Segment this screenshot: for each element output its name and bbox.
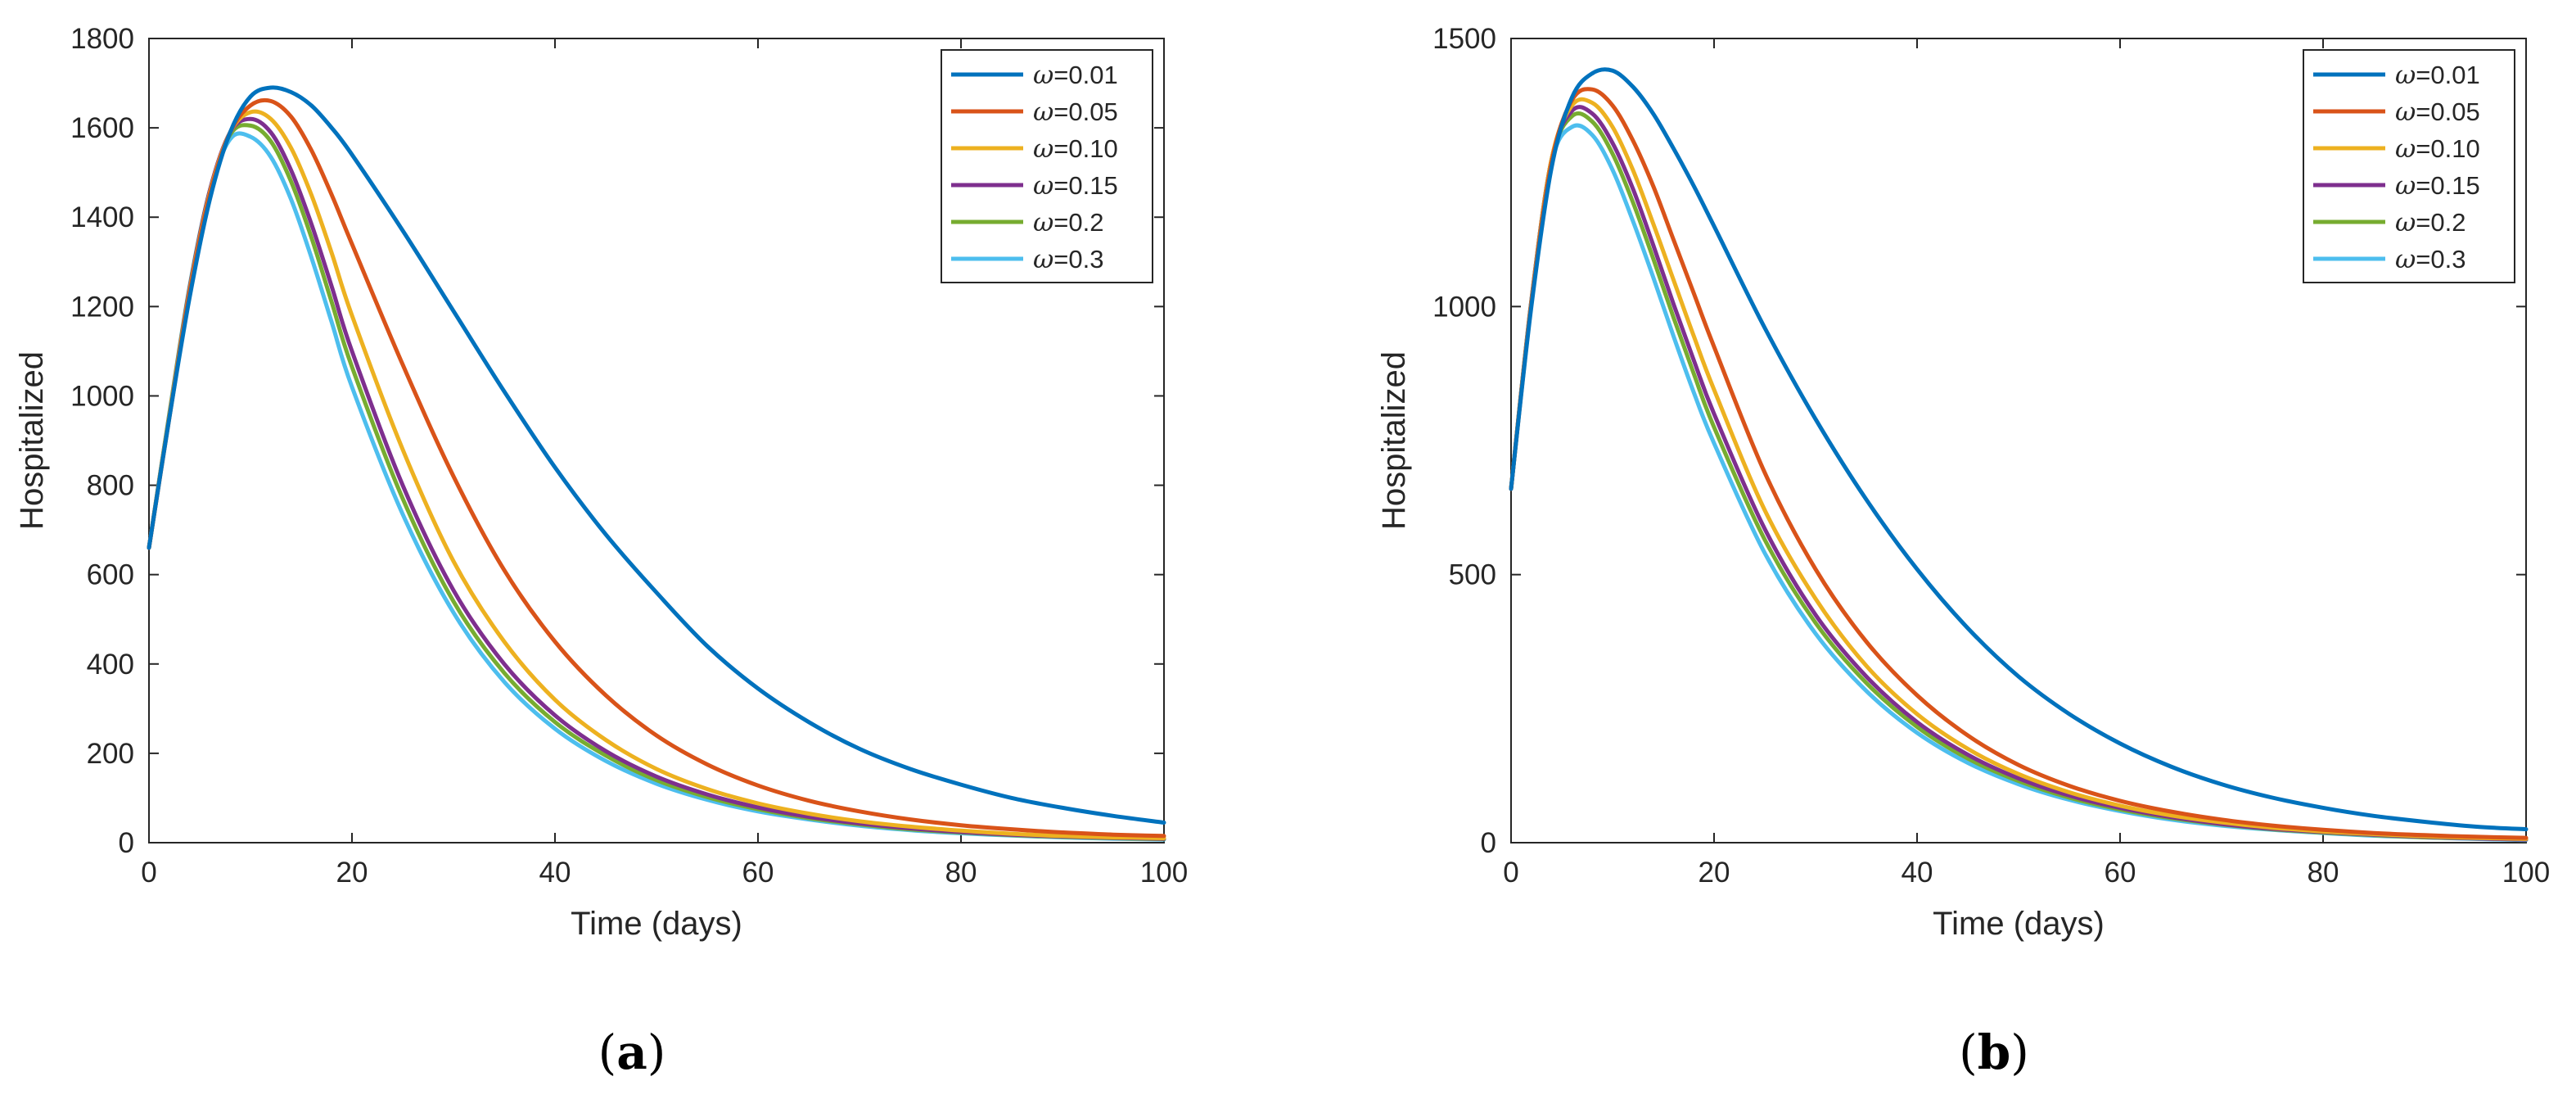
x-axis-label: Time (days) (1933, 906, 2105, 942)
x-tick-label: 60 (2105, 857, 2136, 889)
legend-label-6: ω=0.3 (1033, 245, 1103, 274)
x-tick-label: 60 (742, 857, 774, 889)
legend-label-2: ω=0.05 (2395, 97, 2480, 127)
legend-label-5: ω=0.2 (2395, 208, 2465, 237)
y-tick-label: 1500 (1432, 23, 1496, 55)
x-tick-label: 0 (141, 857, 156, 889)
y-tick-label: 1000 (1432, 291, 1496, 323)
legend-label-2: ω=0.05 (1033, 97, 1118, 127)
x-axis-label: Time (days) (571, 906, 742, 942)
x-tick-label: 0 (1503, 857, 1518, 889)
legend-label-5: ω=0.2 (1033, 208, 1103, 237)
x-tick-label: 20 (336, 857, 368, 889)
y-tick-label: 400 (87, 649, 134, 681)
y-tick-label: 1600 (70, 112, 134, 144)
legend-label-3: ω=0.10 (1033, 134, 1118, 164)
y-tick-label: 500 (1449, 559, 1496, 591)
y-tick-label: 1000 (70, 380, 134, 412)
x-tick-label: 100 (2502, 857, 2550, 889)
series-line-1 (1509, 67, 2529, 832)
y-axis-label: Hospitalized (1376, 351, 1412, 530)
legend-label-1: ω=0.01 (2395, 61, 2480, 90)
legend-label-4: ω=0.15 (1033, 171, 1118, 201)
series-line-2 (1509, 87, 2529, 840)
legend-box (2303, 49, 2515, 283)
x-tick-label: 80 (2308, 857, 2339, 889)
y-tick-label: 1400 (70, 201, 134, 233)
y-tick-label: 1800 (70, 23, 134, 55)
legend-box (941, 49, 1153, 283)
x-tick-label: 20 (1699, 857, 1730, 889)
legend-label-1: ω=0.01 (1033, 61, 1118, 90)
legend-label-4: ω=0.15 (2395, 171, 2480, 201)
y-tick-label: 0 (119, 827, 134, 859)
series-line-1 (147, 85, 1166, 825)
y-tick-label: 600 (87, 559, 134, 591)
panel-label: (b) (1959, 1024, 2029, 1080)
x-tick-label: 40 (539, 857, 571, 889)
y-tick-label: 0 (1481, 827, 1496, 859)
y-tick-label: 1200 (70, 291, 134, 323)
y-tick-label: 200 (87, 738, 134, 770)
legend-label-3: ω=0.10 (2395, 134, 2480, 164)
series-line-3 (1509, 97, 2529, 841)
chart-panel-a: 0 20 40 60 80 1000200400600800100012001400160… (14, 23, 1188, 1080)
y-tick-label: 800 (87, 470, 134, 502)
x-tick-label: 80 (945, 857, 977, 889)
legend-label-6: ω=0.3 (2395, 245, 2465, 274)
y-axis-label: Hospitalized (14, 351, 50, 530)
x-tick-label: 100 (1140, 857, 1188, 889)
x-tick-label: 40 (1902, 857, 1933, 889)
panel-label: (a) (598, 1024, 666, 1080)
